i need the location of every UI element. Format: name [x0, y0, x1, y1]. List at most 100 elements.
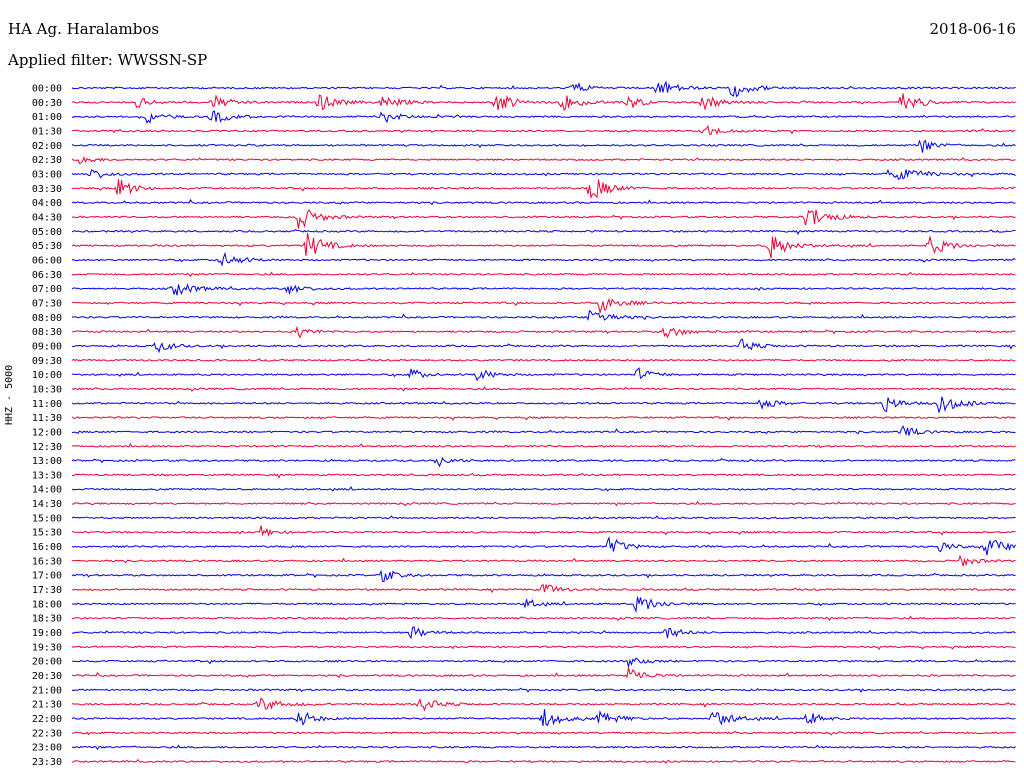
trace-line: [71, 156, 1016, 164]
time-label: 01:00: [32, 112, 62, 123]
trace-line: [71, 554, 1016, 567]
time-label: 06:30: [32, 270, 62, 281]
trace-line: [71, 198, 1016, 206]
time-label: 02:30: [32, 155, 62, 166]
time-label: 05:30: [32, 241, 62, 252]
trace-line: [71, 758, 1016, 764]
trace-line: [71, 687, 1016, 694]
trace-line: [71, 232, 1016, 259]
trace-line: [71, 338, 1016, 354]
trace-line: [71, 442, 1016, 449]
trace-line: [71, 93, 1016, 111]
time-label: 14:00: [32, 485, 62, 496]
trace-line: [71, 251, 1016, 267]
trace-line: [71, 168, 1016, 181]
trace-line: [71, 583, 1016, 594]
trace-line: [71, 697, 1016, 712]
time-label: 20:30: [32, 671, 62, 682]
time-label: 22:30: [32, 728, 62, 739]
trace-line: [71, 208, 1016, 229]
time-label: 07:00: [32, 284, 62, 295]
time-label: 21:00: [32, 685, 62, 696]
station-title: HA Ag. Haralambos: [8, 20, 160, 38]
trace-line: [71, 179, 1016, 200]
trace-line: [71, 709, 1016, 727]
trace-line: [71, 744, 1016, 750]
time-label: 09:00: [32, 341, 62, 352]
time-label: 00:00: [32, 84, 62, 95]
time-label: 00:30: [32, 98, 62, 109]
trace-line: [71, 615, 1016, 622]
time-label: 21:30: [32, 700, 62, 711]
trace-line: [71, 396, 1016, 414]
time-label: 08:00: [32, 313, 62, 324]
trace-line: [71, 325, 1016, 339]
trace-line: [71, 367, 1016, 382]
trace-line: [71, 500, 1016, 507]
time-label: 23:00: [32, 743, 62, 754]
time-label: 10:00: [32, 370, 62, 381]
trace-line: [71, 139, 1016, 153]
trace-line: [71, 667, 1016, 679]
time-label: 16:30: [32, 556, 62, 567]
time-label: 13:30: [32, 470, 62, 481]
trace-line: [71, 596, 1016, 614]
time-label: 12:30: [32, 442, 62, 453]
time-label: 03:30: [32, 184, 62, 195]
trace-line: [71, 626, 1016, 640]
time-label: 13:00: [32, 456, 62, 467]
time-label: 23:30: [32, 757, 62, 768]
time-label: 09:30: [32, 356, 62, 367]
trace-line: [71, 283, 1016, 296]
time-label: 02:00: [32, 141, 62, 152]
time-label: 17:30: [32, 585, 62, 596]
trace-line: [71, 657, 1016, 669]
time-label: 11:30: [32, 413, 62, 424]
time-label: 19:30: [32, 642, 62, 653]
time-label: 18:30: [32, 614, 62, 625]
time-label: 05:00: [32, 227, 62, 238]
date-label: 2018-06-16: [929, 20, 1016, 38]
trace-line: [71, 730, 1016, 736]
trace-line: [71, 425, 1016, 437]
trace-line: [71, 358, 1016, 362]
time-label: 06:00: [32, 255, 62, 266]
trace-line: [71, 525, 1016, 538]
trace-line: [71, 125, 1016, 136]
time-label: 14:30: [32, 499, 62, 510]
trace-line: [71, 569, 1016, 583]
trace-line: [71, 228, 1016, 236]
time-label: 07:30: [32, 298, 62, 309]
trace-line: [71, 110, 1016, 124]
trace-line: [71, 271, 1016, 278]
trace-line: [71, 472, 1016, 479]
time-label: 10:30: [32, 384, 62, 395]
time-label: 15:30: [32, 528, 62, 539]
trace-line: [71, 386, 1016, 392]
trace-line: [71, 415, 1016, 421]
time-label: 12:00: [32, 427, 62, 438]
time-label: 17:00: [32, 571, 62, 582]
trace-line: [71, 80, 1016, 98]
trace-line: [71, 486, 1016, 492]
time-label: 03:00: [32, 169, 62, 180]
time-label: 19:00: [32, 628, 62, 639]
trace-line: [71, 515, 1016, 520]
filter-label: Applied filter: WWSSN-SP: [8, 51, 208, 69]
trace-line: [71, 645, 1016, 650]
trace-line: [71, 536, 1016, 556]
trace-line: [71, 309, 1016, 321]
time-label: 01:30: [32, 126, 62, 137]
time-label: 18:00: [32, 599, 62, 610]
time-label: 04:30: [32, 212, 62, 223]
trace-line: [71, 297, 1016, 315]
time-label: 11:00: [32, 399, 62, 410]
time-label: 08:30: [32, 327, 62, 338]
trace-line: [71, 457, 1016, 468]
time-label: 22:00: [32, 714, 62, 725]
time-label: 04:00: [32, 198, 62, 209]
time-label: 20:00: [32, 657, 62, 668]
time-label: 15:00: [32, 513, 62, 524]
time-label: 16:00: [32, 542, 62, 553]
